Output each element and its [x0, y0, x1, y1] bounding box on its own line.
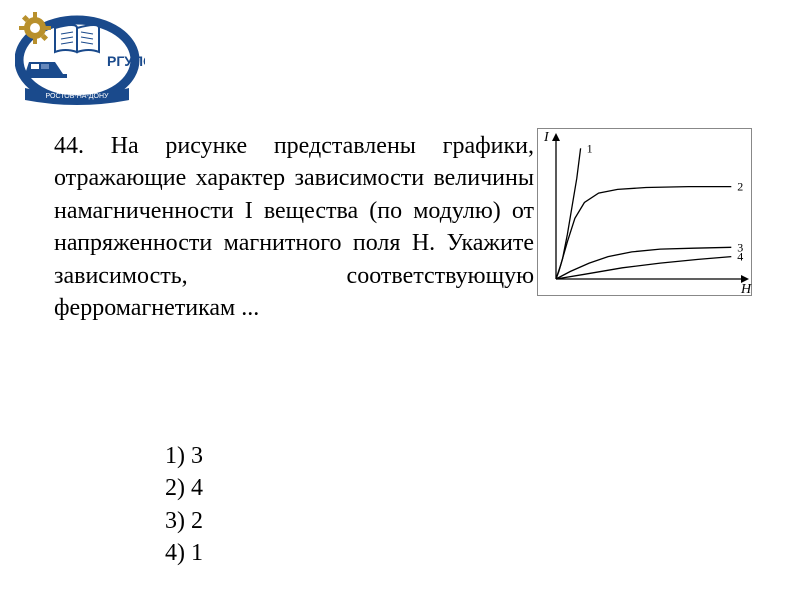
- svg-text:I: I: [543, 130, 550, 145]
- answer-val: 1: [191, 540, 203, 566]
- svg-text:1: 1: [587, 141, 593, 155]
- answer-option-1: 1) 3: [165, 440, 203, 472]
- answer-num: 4): [165, 540, 185, 566]
- logo-abbrev: РГУПС: [107, 53, 145, 69]
- question-number: 44.: [54, 133, 84, 159]
- svg-text:H: H: [740, 282, 752, 297]
- answer-num: 1): [165, 443, 185, 469]
- question-body: На рисунке представлены графики, отражаю…: [54, 133, 534, 321]
- svg-text:2: 2: [737, 180, 743, 194]
- question-text: 44. На рисунке представлены графики, отр…: [54, 130, 534, 324]
- answer-val: 4: [191, 475, 203, 501]
- chart-svg: IH1234: [538, 129, 753, 297]
- answer-val: 3: [191, 443, 203, 469]
- question-block: 44. На рисунке представлены графики, отр…: [54, 130, 534, 324]
- answer-num: 2): [165, 475, 185, 501]
- answer-val: 2: [191, 508, 203, 534]
- logo-svg: РОСТОВ-НА-ДОНУ РГУПС: [15, 10, 145, 105]
- answer-num: 3): [165, 508, 185, 534]
- answer-option-3: 3) 2: [165, 505, 203, 537]
- answer-option-4: 4) 1: [165, 537, 203, 569]
- svg-text:4: 4: [737, 250, 743, 264]
- logo-bottom-text: РОСТОВ-НА-ДОНУ: [46, 93, 109, 100]
- answers-block: 1) 3 2) 4 3) 2 4) 1: [165, 440, 203, 570]
- answer-option-2: 2) 4: [165, 472, 203, 504]
- magnetization-chart: IH1234: [537, 128, 752, 296]
- university-logo: РОСТОВ-НА-ДОНУ РГУПС: [15, 10, 145, 105]
